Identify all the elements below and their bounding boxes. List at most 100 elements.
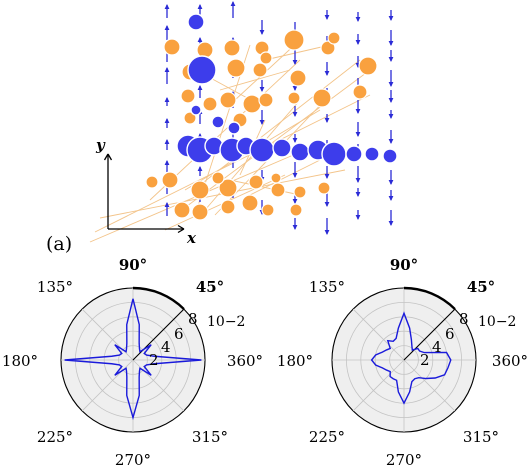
- flow-arrowhead: [324, 71, 330, 76]
- y-axis-arrowhead: [103, 153, 113, 161]
- orange-particle: [241, 194, 259, 212]
- polar-plot-right: 90° 45° 135° 180° 360° 225° 270° 315° 2 …: [277, 256, 528, 469]
- radial-tick-6: 6: [445, 325, 455, 343]
- polar-labels: 90° 45° 135° 180° 360° 225° 270° 315° 2 …: [2, 256, 263, 469]
- polar-curve: [64, 298, 202, 421]
- x-axis-label: x: [186, 229, 197, 247]
- orange-particle: [287, 91, 301, 105]
- angle-tick-225: 225°: [309, 428, 345, 446]
- radial-tick-8: 8: [188, 310, 198, 328]
- flow-arrowhead: [164, 25, 170, 30]
- orange-particle: [163, 38, 181, 56]
- flow-arrowhead: [355, 132, 361, 137]
- blue-particle: [364, 146, 380, 162]
- flow-arrowhead: [197, 37, 203, 42]
- flow-arrowhead: [355, 192, 361, 197]
- flow-arrowhead: [164, 97, 170, 102]
- flow-arrowhead: [230, 1, 236, 6]
- blue-particle: [249, 137, 275, 163]
- flow-arrowhead: [388, 57, 394, 62]
- radial-axis-line: [403, 308, 456, 361]
- thread-line: [264, 44, 331, 61]
- radial-scale: 10−2: [478, 314, 516, 330]
- flow-arrowhead: [197, 166, 203, 171]
- radial-tick-8: 8: [459, 310, 469, 328]
- polar-grid: [60, 286, 206, 433]
- flow-arrowhead: [164, 118, 170, 123]
- flow-arrowhead: [388, 114, 394, 119]
- angle-tick-315: 315°: [463, 428, 499, 446]
- radial-tick-6: 6: [174, 325, 184, 343]
- blue-particle: [187, 55, 217, 85]
- orange-particle: [258, 92, 274, 108]
- orange-particle: [270, 172, 282, 184]
- flow-arrowhead: [197, 85, 203, 90]
- orange-particle: [352, 84, 368, 100]
- panel-label: (a): [46, 233, 72, 255]
- polar-grid: [331, 286, 477, 433]
- flow-arrowhead: [388, 82, 394, 87]
- blue-particle: [187, 13, 205, 31]
- blue-particle: [227, 121, 241, 135]
- flow-arrowhead: [355, 40, 361, 45]
- orange-particle: [252, 62, 268, 78]
- orange-particle: [202, 96, 218, 112]
- orange-particle: [220, 199, 236, 215]
- x-axis-arrowhead: [177, 224, 185, 234]
- orange-particle: [190, 180, 210, 200]
- angular-gridline: [352, 359, 405, 412]
- coordinate-axes: x y: [95, 136, 197, 247]
- angle-tick-270: 270°: [386, 451, 422, 469]
- angle-tick-180: 180°: [277, 352, 313, 370]
- flow-arrowhead: [259, 30, 265, 35]
- blue-particle: [321, 141, 347, 167]
- flow-arrowhead: [292, 86, 298, 91]
- blue-particle: [382, 148, 398, 164]
- flow-arrowhead: [324, 202, 330, 207]
- orange-particle: [183, 111, 197, 125]
- angle-tick-270: 270°: [115, 451, 151, 469]
- flow-arrowhead: [355, 17, 361, 22]
- flow-arrowhead: [388, 180, 394, 185]
- orange-particle: [283, 29, 305, 51]
- flow-arrowhead: [324, 15, 330, 20]
- orange-particle: [248, 174, 264, 190]
- flow-arrowhead: [292, 138, 298, 143]
- flow-arrowhead: [388, 98, 394, 103]
- angle-tick-360: 360°: [227, 352, 263, 370]
- angle-tick-90: 90°: [390, 256, 418, 274]
- angle-tick-45: 45°: [196, 278, 224, 296]
- orange-particle: [317, 181, 331, 195]
- flow-arrowhead: [388, 196, 394, 201]
- angular-gridline: [403, 359, 456, 412]
- angle-tick-360: 360°: [492, 352, 528, 370]
- blue-particle: [345, 145, 363, 163]
- y-axis-label: y: [95, 136, 106, 154]
- angle-tick-135: 135°: [309, 278, 345, 296]
- angle-tick-135: 135°: [37, 278, 73, 296]
- flow-arrowhead: [292, 173, 298, 178]
- flow-arrowhead: [355, 109, 361, 114]
- thread-line: [199, 59, 361, 186]
- orange-particle: [180, 88, 196, 104]
- orange-particle: [259, 51, 273, 65]
- angular-gridline: [352, 308, 405, 361]
- orange-particle: [226, 58, 246, 78]
- highlight-arc: [132, 286, 185, 310]
- polar-curve: [370, 311, 452, 405]
- flow-arrowhead: [259, 87, 265, 92]
- orange-particle: [145, 175, 159, 189]
- flow-arrowhead: [324, 174, 330, 179]
- orange-particle: [327, 31, 341, 45]
- orange-particle: [293, 185, 307, 199]
- orange-particle: [218, 178, 238, 198]
- orange-particle: [173, 201, 191, 219]
- orange-particle: [191, 203, 209, 221]
- flow-arrows: [164, 1, 394, 235]
- flow-arrowhead: [324, 118, 330, 123]
- orange-particle: [312, 88, 332, 108]
- orange-particle: [211, 171, 225, 185]
- radial-scale: 10−2: [207, 314, 245, 330]
- flow-arrowhead: [388, 221, 394, 226]
- flow-arrowhead: [259, 120, 265, 125]
